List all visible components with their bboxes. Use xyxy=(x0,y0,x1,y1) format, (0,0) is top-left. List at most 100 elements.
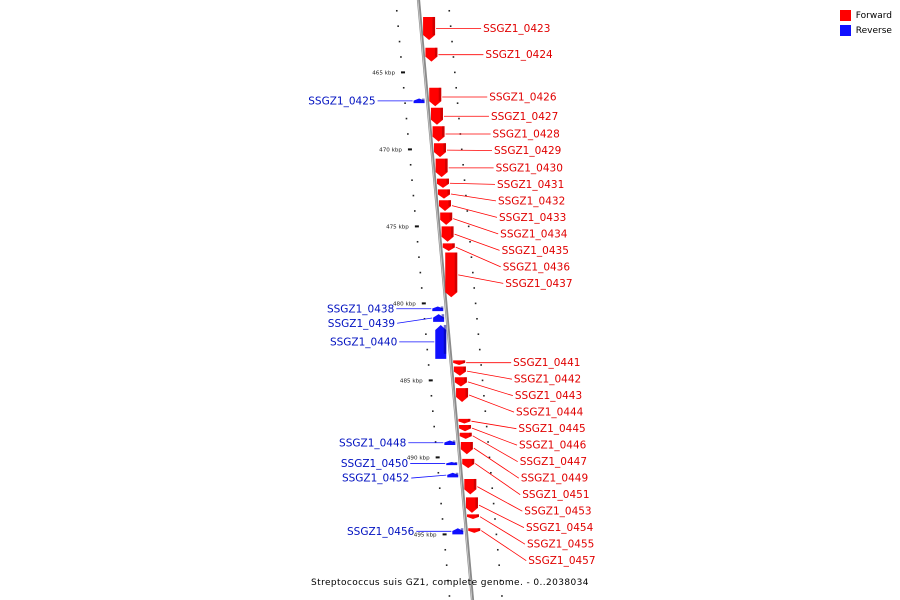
gene-label[interactable]: SSGZ1_0431 xyxy=(497,179,564,191)
minor-tick xyxy=(416,240,419,243)
major-tick xyxy=(442,533,447,536)
minor-tick xyxy=(501,595,503,597)
minor-tick xyxy=(452,56,455,58)
gene-label[interactable]: SSGZ1_0440 xyxy=(330,336,397,348)
genome-caption: Streptococcus suis GZ1, complete genome.… xyxy=(311,578,589,588)
gene-feature[interactable] xyxy=(454,377,467,387)
minor-tick xyxy=(462,163,464,166)
gene-feature[interactable] xyxy=(462,458,475,469)
gene-feature[interactable] xyxy=(453,360,466,365)
gene-feature[interactable] xyxy=(436,178,449,188)
gene-label[interactable]: SSGZ1_0442 xyxy=(514,374,581,386)
gene-feature[interactable] xyxy=(435,158,448,178)
gene-feature-shade xyxy=(438,87,442,102)
legend-reverse-label: Reverse xyxy=(855,25,892,36)
gene-feature[interactable] xyxy=(464,478,477,495)
gene-label[interactable]: SSGZ1_0450 xyxy=(341,458,408,470)
gene-label[interactable]: SSGZ1_0432 xyxy=(498,195,565,207)
gene-label[interactable]: SSGZ1_0438 xyxy=(327,303,394,315)
gene-feature-shade xyxy=(442,126,445,137)
gene-label[interactable]: SSGZ1_0452 xyxy=(342,473,409,485)
minor-tick xyxy=(472,271,474,274)
gene-feature[interactable] xyxy=(446,462,458,466)
gene-label[interactable]: SSGZ1_0428 xyxy=(493,128,560,140)
gene-feature[interactable] xyxy=(447,472,459,478)
minor-tick xyxy=(441,518,444,520)
gene-feature[interactable] xyxy=(468,528,481,533)
minor-tick xyxy=(418,256,420,258)
gene-label[interactable]: SSGZ1_0433 xyxy=(499,212,566,224)
gene-label[interactable]: SSGZ1_0427 xyxy=(491,111,558,123)
gene-feature[interactable] xyxy=(453,366,466,376)
gene-feature[interactable] xyxy=(429,87,442,107)
label-leader xyxy=(455,246,501,268)
gene-label[interactable]: SSGZ1_0434 xyxy=(500,228,568,240)
gene-label[interactable]: SSGZ1_0455 xyxy=(527,539,594,551)
gene-feature[interactable] xyxy=(444,440,456,446)
gene-feature[interactable] xyxy=(439,200,452,211)
gene-feature[interactable] xyxy=(460,441,473,455)
gene-label[interactable]: SSGZ1_0430 xyxy=(496,162,563,174)
gene-label[interactable]: SSGZ1_0449 xyxy=(521,473,588,485)
gene-feature[interactable] xyxy=(437,189,450,199)
gene-feature[interactable] xyxy=(458,418,471,424)
minor-tick xyxy=(473,287,476,289)
minor-tick xyxy=(469,240,471,243)
gene-label[interactable]: SSGZ1_0425 xyxy=(308,95,375,107)
gene-feature[interactable] xyxy=(423,16,436,41)
gene-label[interactable]: SSGZ1_0423 xyxy=(483,23,550,35)
label-leader xyxy=(466,370,512,380)
gene-label[interactable]: SSGZ1_0435 xyxy=(502,245,569,257)
minor-tick xyxy=(404,102,406,104)
gene-label[interactable]: SSGZ1_0429 xyxy=(494,145,561,157)
gene-label[interactable]: SSGZ1_0445 xyxy=(518,423,585,435)
gene-label[interactable]: SSGZ1_0447 xyxy=(520,456,587,468)
gene-feature[interactable] xyxy=(435,324,447,359)
gene-feature[interactable] xyxy=(432,126,445,142)
gene-feature[interactable] xyxy=(425,47,438,62)
gene-feature[interactable] xyxy=(441,226,454,242)
minor-tick xyxy=(437,471,440,474)
gene-feature[interactable] xyxy=(459,425,472,432)
minor-tick xyxy=(466,210,469,212)
gene-label[interactable]: SSGZ1_0439 xyxy=(328,318,395,330)
gene-feature-shade xyxy=(434,47,438,57)
gene-feature[interactable] xyxy=(459,432,472,439)
gene-label[interactable]: SSGZ1_0444 xyxy=(516,407,584,419)
genome-backbone-highlight xyxy=(417,0,473,600)
gene-label[interactable]: SSGZ1_0426 xyxy=(489,92,557,104)
minor-tick xyxy=(432,410,434,412)
gene-feature[interactable] xyxy=(467,514,480,519)
gene-feature[interactable] xyxy=(456,388,469,402)
gene-label[interactable]: SSGZ1_0448 xyxy=(339,437,406,449)
gene-feature[interactable] xyxy=(413,98,425,104)
gene-feature[interactable] xyxy=(434,143,447,158)
gene-label[interactable]: SSGZ1_0454 xyxy=(526,522,594,534)
gene-label[interactable]: SSGZ1_0457 xyxy=(528,555,595,567)
gene-label[interactable]: SSGZ1_0451 xyxy=(522,489,589,501)
gene-label[interactable]: SSGZ1_0441 xyxy=(513,357,580,369)
gene-feature[interactable] xyxy=(432,306,444,312)
gene-feature-shade xyxy=(440,107,443,120)
gene-label[interactable]: SSGZ1_0437 xyxy=(505,278,572,290)
gene-feature[interactable] xyxy=(465,497,478,513)
gene-label[interactable]: SSGZ1_0443 xyxy=(515,390,582,402)
gene-feature[interactable] xyxy=(442,243,455,252)
gene-feature[interactable] xyxy=(440,212,453,225)
gene-label[interactable]: SSGZ1_0453 xyxy=(524,506,591,518)
minor-tick xyxy=(405,117,408,120)
minor-tick xyxy=(430,394,433,397)
gene-feature[interactable] xyxy=(445,252,458,298)
gene-label[interactable]: SSGZ1_0456 xyxy=(347,526,415,538)
minor-tick xyxy=(470,256,473,258)
gene-label[interactable]: SSGZ1_0424 xyxy=(485,49,553,61)
gene-feature[interactable] xyxy=(430,107,443,125)
gene-feature[interactable] xyxy=(452,528,464,535)
gene-label[interactable]: SSGZ1_0446 xyxy=(519,440,587,452)
label-leader xyxy=(481,530,527,562)
gene-label[interactable]: SSGZ1_0436 xyxy=(503,261,571,273)
minor-tick xyxy=(451,40,453,43)
minor-tick xyxy=(419,271,422,274)
gene-feature[interactable] xyxy=(433,314,445,322)
gene-feature-shade xyxy=(467,418,471,422)
